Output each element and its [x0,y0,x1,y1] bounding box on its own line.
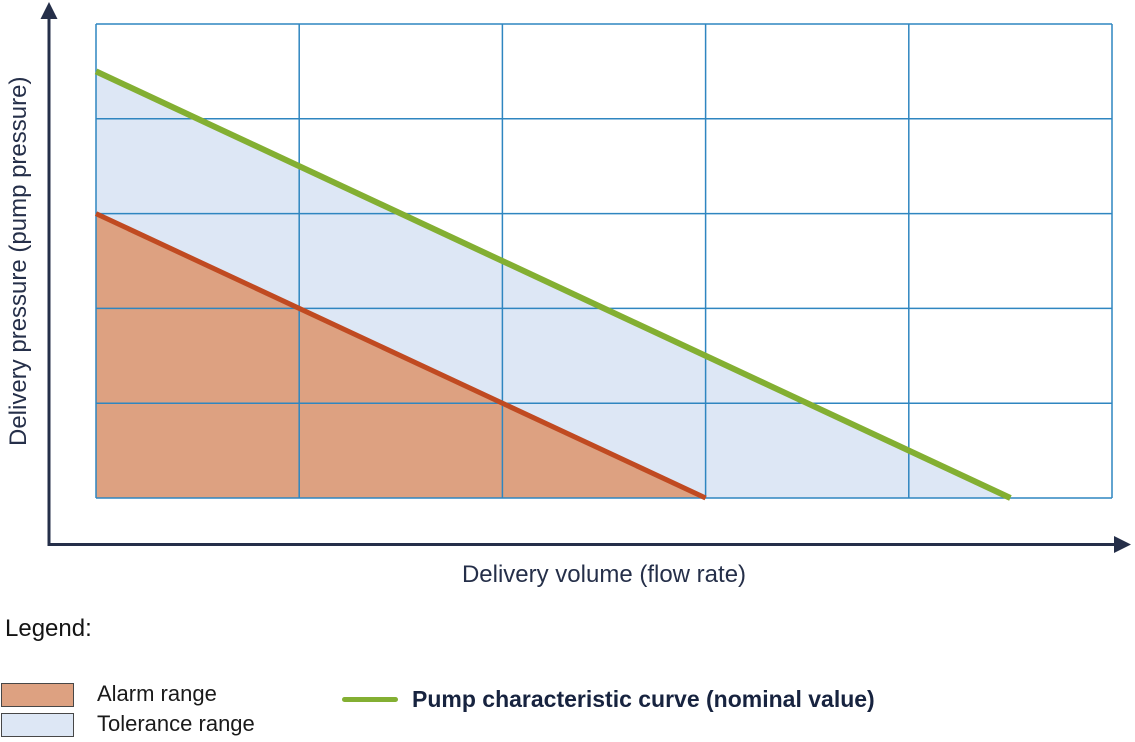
legend-title: Legend: [5,615,92,642]
pump-curve-label: Pump characteristic curve (nominal value… [412,686,875,712]
tolerance-range-swatch [1,713,74,737]
pump-curve-chart [40,2,1131,553]
pump-curve-line-swatch [342,697,398,702]
x-axis-label: Delivery volume (flow rate) [461,561,747,588]
y-axis-label: Delivery pressure (pump pressure) [5,76,32,446]
alarm-boundary-curve [94,211,707,501]
tolerance-range-label: Tolerance range [97,711,255,736]
alarm-range-label: Alarm range [97,681,217,706]
x-axis-arrowhead-icon [1114,536,1131,553]
pump-characteristic-curve [94,68,1012,501]
y-axis-arrowhead-icon [40,2,58,19]
alarm-range-swatch [1,683,74,707]
